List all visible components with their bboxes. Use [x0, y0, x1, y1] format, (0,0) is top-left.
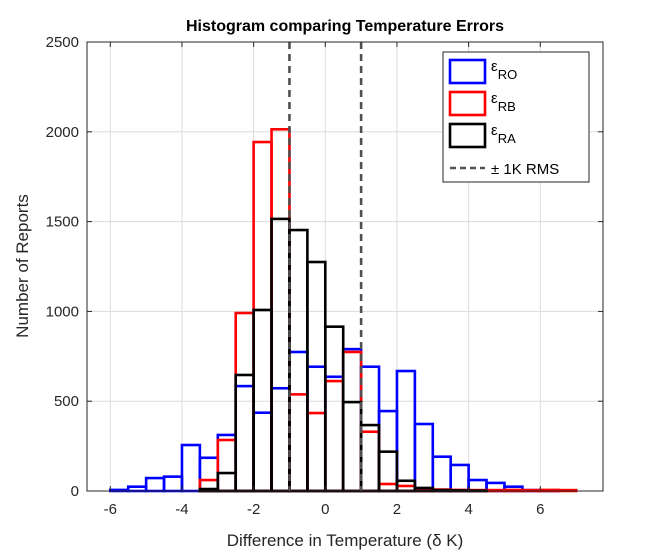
y-tick-label: 2000 — [46, 124, 79, 141]
bars — [110, 129, 576, 491]
legend-label: ± 1K RMS — [491, 161, 559, 178]
series-ro — [110, 349, 558, 491]
histogram-bar — [272, 388, 290, 491]
x-tick-label: -6 — [104, 501, 117, 518]
histogram-bar — [361, 367, 379, 491]
histogram-bar — [254, 142, 272, 491]
histogram-bar — [451, 465, 469, 491]
histogram-bar — [236, 375, 254, 491]
histogram-bar — [272, 219, 290, 491]
x-tick-label: 4 — [464, 501, 472, 518]
x-tick-label: -2 — [247, 501, 260, 518]
histogram-bar — [218, 435, 236, 491]
histogram-bar — [307, 262, 325, 491]
histogram-bar — [361, 432, 379, 491]
histogram-bar — [128, 487, 146, 491]
y-tick-label: 1000 — [46, 303, 79, 320]
histogram-bar — [236, 313, 254, 491]
histogram-bar — [218, 473, 236, 491]
histogram-bar — [254, 413, 272, 491]
y-tick-label: 500 — [54, 393, 79, 410]
series-ra — [200, 219, 487, 491]
histogram-bar — [307, 367, 325, 491]
histogram-bar — [307, 413, 325, 491]
histogram-bar — [236, 386, 254, 491]
histogram-bar — [146, 478, 164, 491]
histogram-bar — [200, 458, 218, 491]
y-axis-label: Number of Reports — [13, 194, 32, 338]
histogram-bar — [325, 377, 343, 491]
histogram-bar — [361, 425, 379, 491]
histogram-bar — [254, 310, 272, 491]
histogram-bar — [182, 445, 200, 491]
x-tick-label: 6 — [536, 501, 544, 518]
histogram-bar — [325, 381, 343, 491]
histogram-bar — [433, 457, 451, 491]
histogram-bar — [343, 402, 361, 491]
chart-title: Histogram comparing Temperature Errors — [186, 18, 504, 35]
x-axis-label: Difference in Temperature (δ K) — [227, 531, 464, 550]
histogram-bar — [397, 371, 415, 491]
histogram-bar — [164, 477, 182, 491]
x-tick-label: -4 — [175, 501, 188, 518]
y-tick-label: 0 — [71, 483, 79, 500]
histogram-bar — [272, 129, 290, 491]
y-tick-label: 2500 — [46, 34, 79, 51]
y-tick-label: 1500 — [46, 214, 79, 231]
histogram-bar — [289, 230, 307, 491]
histogram-bar — [289, 394, 307, 491]
histogram-bar — [325, 327, 343, 491]
histogram-bar — [343, 349, 361, 491]
x-tick-label: 0 — [321, 501, 329, 518]
histogram-bar — [289, 352, 307, 491]
histogram-bar — [415, 424, 433, 491]
x-tick-label: 2 — [393, 501, 401, 518]
histogram-bar — [343, 352, 361, 491]
histogram-bar — [218, 440, 236, 491]
